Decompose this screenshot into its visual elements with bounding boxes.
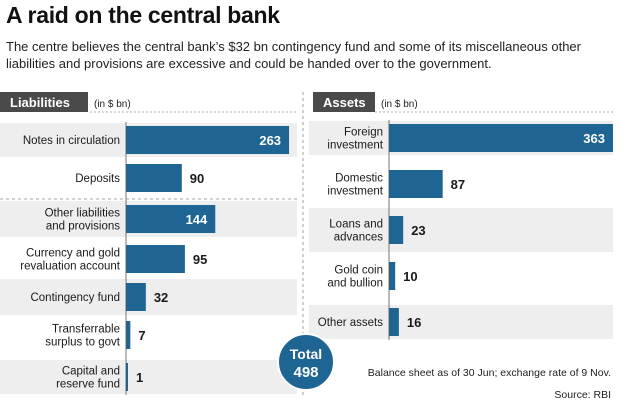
assets-unit: (in $ bn) bbox=[381, 99, 418, 110]
liabilities-value-label: 32 bbox=[154, 290, 168, 305]
assets-bar bbox=[389, 308, 399, 336]
liabilities-row-bg bbox=[0, 279, 297, 315]
source-note: Source: RBI bbox=[554, 389, 611, 401]
assets-category-line: investment bbox=[327, 186, 383, 198]
liabilities-title: Liabilities bbox=[10, 95, 70, 110]
total-label: Total bbox=[290, 346, 322, 362]
assets-tab bbox=[313, 92, 375, 112]
liabilities-bar bbox=[126, 321, 131, 349]
assets-title: Assets bbox=[323, 95, 366, 110]
liabilities-bar bbox=[126, 363, 128, 391]
liabilities-category-line: and provisions bbox=[46, 221, 120, 233]
liabilities-value-label: 95 bbox=[193, 252, 207, 267]
liabilities-value-label: 144 bbox=[186, 212, 208, 227]
assets-value-label: 23 bbox=[411, 223, 425, 238]
assets-category-line: Domestic bbox=[335, 173, 383, 185]
liabilities-category-label: Transferrable surplus to govt bbox=[45, 324, 121, 349]
liabilities-value-label: 7 bbox=[138, 328, 145, 343]
liabilities-row-bg bbox=[0, 317, 297, 353]
liabilities-category-label: Deposits bbox=[75, 173, 120, 185]
assets-category-line: and bullion bbox=[327, 278, 383, 290]
liabilities-tab bbox=[0, 92, 88, 112]
liabilities-bar bbox=[126, 126, 290, 154]
assets-category-line: Other assets bbox=[318, 317, 383, 329]
page-subtitle: The centre believes the central bank’s $… bbox=[6, 39, 581, 71]
total-value: 498 bbox=[293, 364, 318, 381]
liabilities-category-label: Other liabilities and provisions bbox=[45, 208, 121, 233]
assets-category-label: Foreign investment bbox=[327, 127, 383, 152]
assets-row-bg bbox=[309, 305, 613, 339]
page-title: A raid on the central bank bbox=[6, 2, 280, 28]
assets-bar bbox=[389, 262, 396, 290]
liabilities-chart: Liabilities (in $ bn) Notes in circulati… bbox=[0, 92, 290, 395]
liabilities-row-bg bbox=[0, 360, 297, 394]
liabilities-unit: (in $ bn) bbox=[94, 99, 131, 110]
assets-category-label: Loans and advances bbox=[329, 219, 383, 244]
liabilities-category-line: Deposits bbox=[75, 173, 120, 185]
liabilities-category-label: Capital and reserve fund bbox=[56, 366, 120, 391]
liabilities-category-label: Notes in circulation bbox=[23, 135, 120, 147]
assets-row-bg bbox=[309, 254, 613, 298]
assets-category-line: Foreign bbox=[344, 127, 383, 139]
assets-value-label: 363 bbox=[583, 131, 605, 146]
total-circle bbox=[277, 333, 335, 391]
assets-bar bbox=[389, 170, 443, 198]
liabilities-category-line: reserve fund bbox=[56, 379, 120, 391]
assets-category-line: advances bbox=[334, 232, 383, 244]
total-badge: Total 498 bbox=[277, 333, 335, 391]
assets-chart: Assets (in $ bn) Foreign investment 363Dom… bbox=[313, 92, 613, 340]
assets-row-bg bbox=[309, 162, 613, 206]
assets-category-label: Other assets bbox=[318, 317, 383, 329]
assets-value-label: 16 bbox=[407, 315, 421, 330]
assets-value-label: 10 bbox=[403, 269, 417, 284]
assets-row-bg bbox=[309, 208, 613, 252]
assets-category-line: investment bbox=[327, 140, 383, 152]
liabilities-bar bbox=[126, 283, 146, 311]
assets-category-label: Gold coin and bullion bbox=[327, 265, 383, 290]
liabilities-value-label: 263 bbox=[259, 133, 281, 148]
footnote: Balance sheet as of 30 Jun; exchange rat… bbox=[368, 367, 611, 379]
liabilities-category-label: Currency and gold revaluation account bbox=[20, 248, 121, 273]
liabilities-category-line: Currency and gold bbox=[26, 248, 120, 260]
liabilities-category-line: revaluation account bbox=[20, 261, 121, 273]
assets-value-label: 87 bbox=[451, 177, 465, 192]
liabilities-category-line: Transferrable bbox=[52, 324, 120, 336]
liabilities-bar bbox=[126, 164, 182, 192]
liabilities-category-line: Other liabilities bbox=[45, 208, 121, 220]
liabilities-bar bbox=[126, 205, 216, 233]
liabilities-category-line: surplus to govt bbox=[45, 337, 121, 349]
liabilities-category-line: Capital and bbox=[62, 366, 120, 378]
liabilities-category-label: Contingency fund bbox=[30, 292, 120, 304]
assets-category-label: Domestic investment bbox=[327, 173, 383, 198]
liabilities-category-line: Contingency fund bbox=[30, 292, 120, 304]
liabilities-category-line: Notes in circulation bbox=[23, 135, 120, 147]
assets-bar bbox=[389, 124, 613, 152]
liabilities-value-label: 90 bbox=[190, 171, 204, 186]
liabilities-value-label: 1 bbox=[136, 370, 143, 385]
assets-bar bbox=[389, 216, 404, 244]
assets-category-line: Loans and bbox=[329, 219, 383, 231]
liabilities-bar bbox=[126, 245, 185, 273]
assets-category-line: Gold coin bbox=[334, 265, 383, 277]
